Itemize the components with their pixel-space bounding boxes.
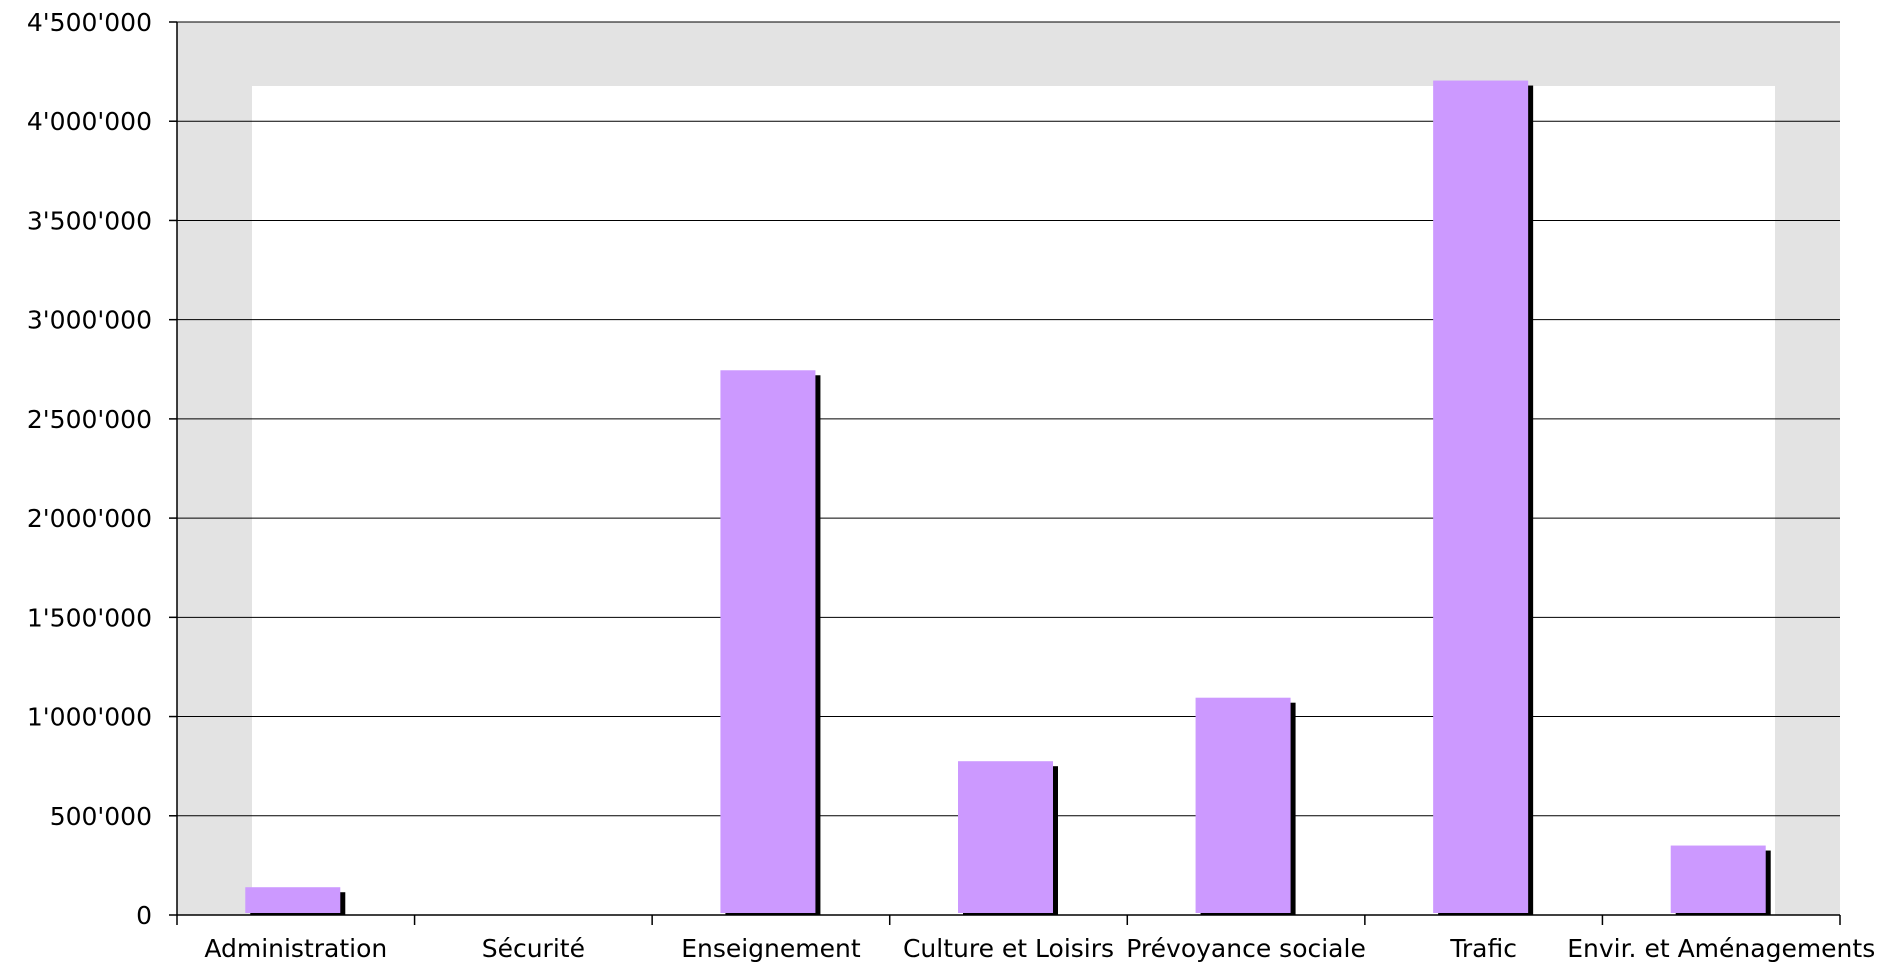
gridlines (169, 21, 1840, 916)
x-tick-label: Trafic (1449, 934, 1517, 963)
bar (720, 370, 816, 913)
x-tick-labels: Administration Sécurité Enseignement Cultur… (176, 915, 1875, 963)
x-tick-label: Administration (204, 934, 387, 963)
x-tick-label: Prévoyance sociale (1126, 934, 1366, 963)
x-tick-label: Envir. et Aménagements (1567, 934, 1875, 963)
bar (958, 761, 1053, 913)
y-tick-label: 1'500'000 (27, 603, 152, 632)
bar (245, 887, 341, 913)
y-tick-label: 4'000'000 (27, 107, 152, 136)
y-tick-labels: 0 500'000 1'000'000 1'500'000 2'000'000 2'500… (27, 8, 152, 930)
x-tick-label: Sécurité (482, 934, 585, 963)
y-tick-label: 3'500'000 (27, 206, 152, 235)
bars (245, 80, 1771, 915)
bar (1433, 80, 1529, 913)
y-tick-label: 500'000 (50, 802, 152, 831)
y-tick-label: 2'500'000 (27, 405, 152, 434)
bar (1195, 697, 1291, 913)
y-tick-label: 1'000'000 (27, 703, 152, 732)
y-tick-label: 3'000'000 (27, 306, 152, 335)
x-tick-label: Culture et Loisirs (903, 934, 1114, 963)
y-tick-label: 4'500'000 (27, 8, 152, 37)
y-tick-label: 2'000'000 (27, 504, 152, 533)
y-tick-label: 0 (136, 901, 152, 930)
bar (1670, 845, 1766, 913)
x-tick-label: Enseignement (681, 934, 861, 963)
